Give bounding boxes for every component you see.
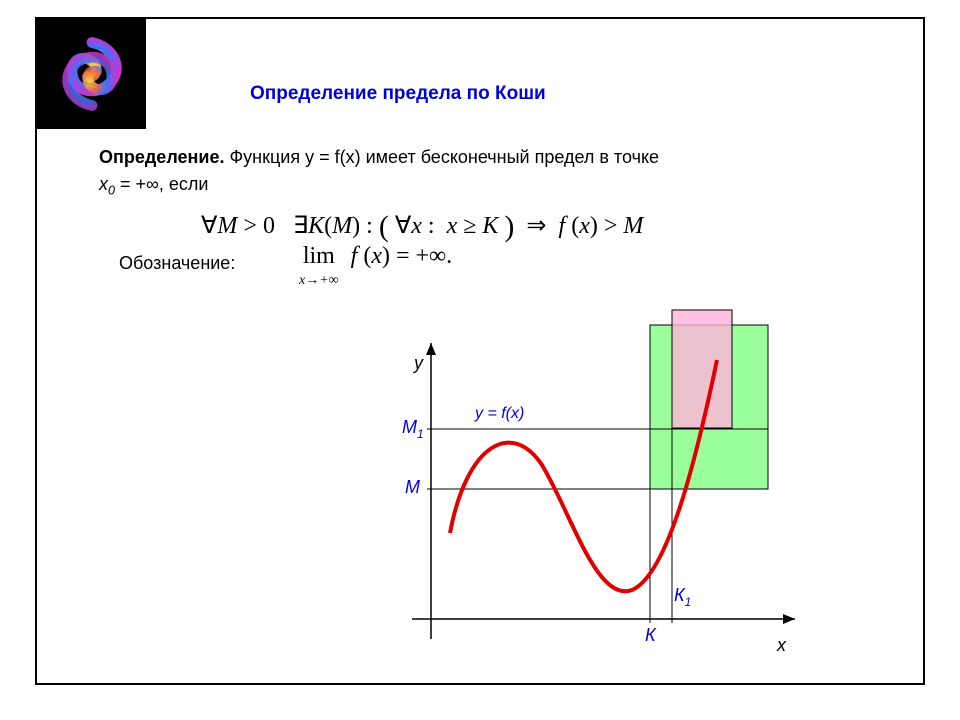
label-yfx: y = f(x) [474, 405, 524, 422]
formula-limit: lim x→+∞ f (x) = +∞. [299, 243, 452, 297]
lim-sub: x→+∞ [299, 273, 339, 288]
definition-line2: x0 = +∞, если [99, 174, 208, 198]
notation-label: Обозначение: [119, 253, 235, 274]
logo-swirl-icon [47, 29, 137, 119]
pink-band [672, 310, 732, 428]
def-x0-sub: 0 [108, 184, 115, 198]
logo-box [37, 19, 146, 129]
label-K: К [645, 625, 657, 645]
graph-area: y x M1 M y = f(x) К К1 [367, 315, 839, 671]
label-y: y [412, 353, 424, 373]
x-axis-arrow-icon [783, 614, 795, 624]
y-axis-arrow-icon [426, 343, 436, 355]
def-x0-rest: = +∞, если [115, 174, 208, 194]
label-K1: К1 [674, 585, 691, 609]
label-x: x [776, 635, 787, 655]
graph-svg: y x M1 M y = f(x) К К1 [367, 315, 839, 671]
lim-text: lim [303, 243, 335, 269]
definition-bold: Определение. [99, 147, 224, 167]
label-M: M [405, 477, 420, 497]
label-M1: M1 [402, 417, 424, 441]
definition-rest: Функция y = f(x) имеет бесконечный преде… [224, 147, 659, 167]
def-x0-x: x [99, 174, 108, 194]
definition-line1: Определение. Функция y = f(x) имеет беск… [99, 147, 659, 168]
slide-frame: Определение предела по Коши Определение.… [35, 17, 925, 685]
slide-title: Определение предела по Коши [250, 83, 546, 105]
formula-quantifiers: ∀M > 0 ∃K(M) : ( ∀x : x ≥ K ) ⇒ f (x) > … [201, 207, 643, 241]
